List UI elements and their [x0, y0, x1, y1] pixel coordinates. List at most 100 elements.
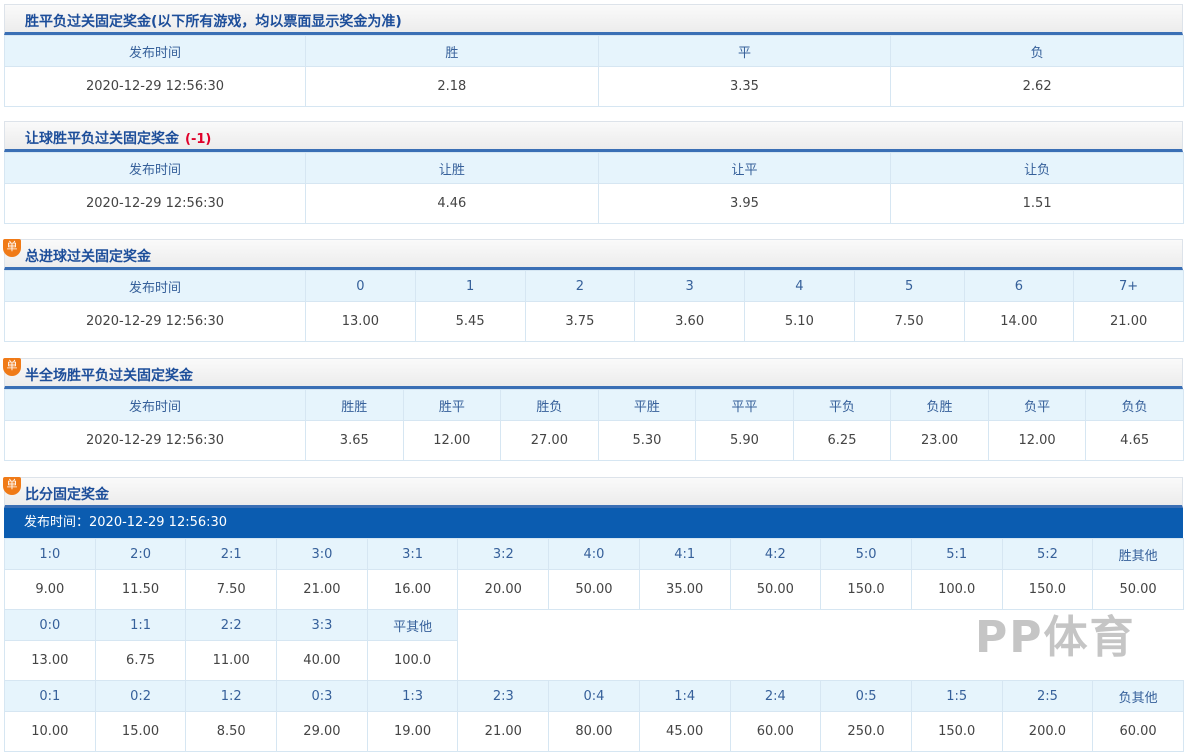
section-title-bar: 胜平负过关固定奖金(以下所有游戏，均以票面显示奖金为准) — [4, 4, 1183, 35]
odds-section: 单半全场胜平负过关固定奖金 发布时间 胜胜 胜平 胜负 平胜 平平 平负 负胜 负平 负负 2020-… — [3, 358, 1184, 461]
score-odds-cell[interactable]: 50.00 — [548, 569, 640, 610]
odds-cell[interactable]: 2.18 — [305, 66, 599, 107]
odds-table: 发布时间 让胜 让平 让负 2020-12-29 12:56:30 4.46 3.95 1.5… — [4, 152, 1184, 224]
score-odds-cell[interactable]: 60.00 — [1092, 711, 1184, 752]
odds-cell[interactable]: 5.45 — [414, 301, 526, 342]
score-odds-cell[interactable]: 100.0 — [366, 640, 459, 681]
score-odds-cell[interactable]: 8.50 — [185, 711, 278, 752]
section-title-wrap: 胜平负过关固定奖金(以下所有游戏，均以票面显示奖金为准) — [25, 11, 402, 31]
odds-cell[interactable]: 13.00 — [305, 301, 416, 342]
score-label: 2:4 — [729, 680, 822, 712]
score-label: 1:5 — [910, 680, 1003, 712]
table-header-row: 发布时间 胜胜 胜平 胜负 平胜 平平 平负 负胜 负平 负负 — [4, 389, 1184, 421]
section-title: 半全场胜平负过关固定奖金 — [25, 368, 193, 384]
single-badge-icon: 单 — [3, 358, 21, 376]
odds-cell[interactable]: 3.95 — [597, 183, 892, 224]
column-header: 胜平 — [402, 389, 502, 421]
empty-cell — [457, 609, 1184, 641]
table-row: 2020-12-29 12:56:30 13.00 5.45 3.75 3.60 5.10… — [4, 301, 1184, 342]
score-odds-cell[interactable]: 21.00 — [276, 569, 368, 610]
column-header: 发布时间 — [4, 389, 306, 421]
score-label: 0:0 — [4, 609, 96, 641]
odds-cell[interactable]: 7.50 — [853, 301, 965, 342]
score-odds-cell[interactable]: 19.00 — [366, 711, 459, 752]
score-odds-cell[interactable]: 7.50 — [185, 569, 278, 610]
score-label: 2:0 — [94, 538, 187, 570]
score-odds-cell[interactable]: 250.0 — [820, 711, 912, 752]
score-odds-cell[interactable]: 13.00 — [4, 640, 96, 681]
odds-cell[interactable]: 6.25 — [792, 420, 892, 461]
column-header: 发布时间 — [4, 152, 306, 184]
odds-cell[interactable]: 4.46 — [305, 183, 599, 224]
table-row: 2020-12-29 12:56:30 2.18 3.35 2.62 — [4, 66, 1184, 107]
odds-cell[interactable]: 3.60 — [634, 301, 745, 342]
odds-cell[interactable]: 23.00 — [890, 420, 989, 461]
odds-table: 发布时间胜平负 2020-12-29 12:56:30 2.18 3.35 2.62 — [4, 35, 1184, 107]
column-header: 负负 — [1085, 389, 1184, 421]
score-odds-cell[interactable]: 16.00 — [366, 569, 459, 610]
column-header: 平 — [597, 35, 892, 67]
column-header: 4 — [744, 270, 855, 302]
odds-cell[interactable]: 2.62 — [890, 66, 1184, 107]
odds-cell[interactable]: 14.00 — [963, 301, 1075, 342]
odds-cell[interactable]: 12.00 — [987, 420, 1087, 461]
column-header: 5 — [853, 270, 965, 302]
score-odds-cell[interactable]: 100.0 — [910, 569, 1003, 610]
score-odds-cell[interactable]: 11.50 — [94, 569, 187, 610]
column-header: 胜 — [305, 35, 599, 67]
odds-cell[interactable]: 1.51 — [890, 183, 1184, 224]
score-label: 5:0 — [820, 538, 912, 570]
odds-cell[interactable]: 27.00 — [500, 420, 599, 461]
score-odds-row: 13.00 6.75 11.00 40.00 100.0 — [4, 640, 1184, 681]
score-odds-cell[interactable]: 29.00 — [276, 711, 368, 752]
publish-time-bar: 发布时间：2020-12-29 12:56:30 — [4, 508, 1183, 538]
odds-cell[interactable]: 4.65 — [1085, 420, 1184, 461]
score-odds-cell[interactable]: 60.00 — [729, 711, 822, 752]
score-odds-cell[interactable]: 50.00 — [729, 569, 822, 610]
column-header: 让平 — [597, 152, 892, 184]
score-odds-cell[interactable]: 35.00 — [638, 569, 731, 610]
score-odds-cell[interactable]: 150.0 — [820, 569, 912, 610]
odds-section: 单总进球过关固定奖金 发布时间 0 1 2 3 4 5 6 7+ 2020-12-29 12:56:… — [3, 239, 1184, 342]
empty-cell — [457, 640, 1184, 681]
column-header: 让胜 — [305, 152, 599, 184]
score-odds-cell[interactable]: 11.00 — [185, 640, 278, 681]
score-odds-cell[interactable]: 80.00 — [548, 711, 640, 752]
section-title-wrap: 比分固定奖金 — [25, 484, 109, 504]
odds-cell[interactable]: 5.90 — [695, 420, 794, 461]
odds-cell[interactable]: 5.30 — [597, 420, 697, 461]
score-label: 0:3 — [276, 680, 368, 712]
score-odds-cell[interactable]: 150.0 — [910, 711, 1003, 752]
odds-cell[interactable]: 5.10 — [744, 301, 855, 342]
score-odds-cell[interactable]: 45.00 — [638, 711, 731, 752]
score-odds-cell[interactable]: 6.75 — [94, 640, 187, 681]
score-odds-cell[interactable]: 20.00 — [457, 569, 550, 610]
score-odds-cell[interactable]: 150.0 — [1001, 569, 1094, 610]
score-odds-cell[interactable]: 15.00 — [94, 711, 187, 752]
odds-cell[interactable]: 3.75 — [524, 301, 636, 342]
odds-cell[interactable]: 3.65 — [305, 420, 404, 461]
section-title: 让球胜平负过关固定奖金 — [25, 131, 179, 147]
section-title-bar: 单比分固定奖金 — [3, 477, 1183, 508]
score-odds-cell[interactable]: 200.0 — [1001, 711, 1094, 752]
score-odds-cell[interactable]: 10.00 — [4, 711, 96, 752]
handicap-value: (-1) — [185, 132, 212, 147]
odds-cell[interactable]: 3.35 — [597, 66, 892, 107]
section-title-wrap: 半全场胜平负过关固定奖金 — [25, 365, 193, 385]
column-header: 平负 — [792, 389, 892, 421]
score-odds-table: 1:0 2:0 2:1 3:0 3:1 3:2 4:0 4:1 4:2 5:0 5:1 5:2 胜其他 9… — [4, 538, 1184, 752]
score-odds-cell[interactable]: 40.00 — [276, 640, 368, 681]
score-header-row: 0:0 1:1 2:2 3:3 平其他 — [4, 609, 1184, 641]
odds-cell[interactable]: 12.00 — [402, 420, 502, 461]
score-header-row: 0:1 0:2 1:2 0:3 1:3 2:3 0:4 1:4 2:4 0:5 1:5 2:5 负其他 — [4, 680, 1184, 712]
score-label: 3:3 — [276, 609, 368, 641]
score-odds-cell[interactable]: 50.00 — [1092, 569, 1184, 610]
score-label: 0:5 — [820, 680, 912, 712]
score-label: 1:2 — [185, 680, 278, 712]
section-title-wrap: 让球胜平负过关固定奖金 (-1) — [25, 128, 211, 148]
section-title-bar: 单半全场胜平负过关固定奖金 — [3, 358, 1183, 389]
score-odds-cell[interactable]: 21.00 — [457, 711, 550, 752]
odds-cell[interactable]: 21.00 — [1073, 301, 1184, 342]
column-header: 2 — [524, 270, 636, 302]
score-odds-cell[interactable]: 9.00 — [4, 569, 96, 610]
